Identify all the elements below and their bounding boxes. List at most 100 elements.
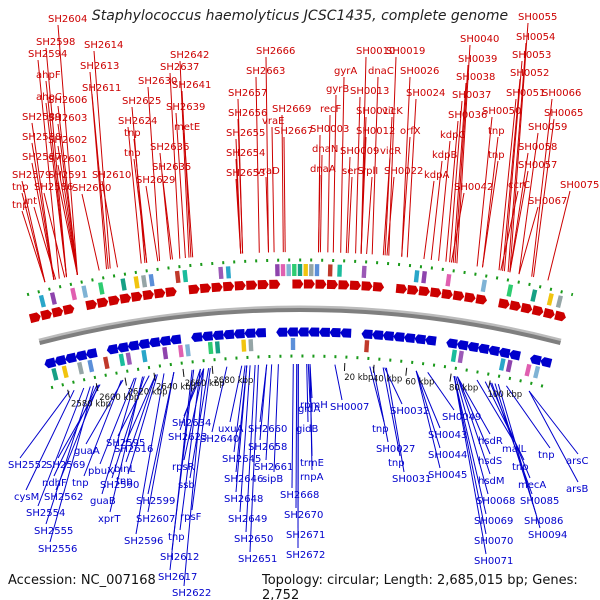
- gene-label-reverse: malL: [502, 444, 527, 455]
- cog-block-reverse: [457, 350, 464, 364]
- gene-leader-line-reverse: [191, 368, 211, 511]
- gene-label-forward: SH2657: [228, 88, 267, 99]
- gene-label-reverse: uxuA: [218, 424, 244, 435]
- gene-label-forward: SH2637: [160, 62, 199, 73]
- gene-leader-line-reverse: [19, 391, 70, 459]
- gene-label-reverse: SH2562: [44, 492, 83, 503]
- gene-label-forward: SH2635: [152, 162, 191, 173]
- gene-label-reverse: SH2556: [38, 544, 77, 555]
- gene-label-reverse: rnpA: [300, 472, 324, 483]
- gene-leader-line-forward: [271, 126, 275, 253]
- gene-label-forward: SH0019: [386, 46, 425, 57]
- gene-leader-line-forward: [57, 105, 78, 275]
- gene-leader-line-reverse: [45, 386, 91, 525]
- gene-label-reverse: SH2622: [172, 588, 211, 599]
- gene-label-forward: SH2610: [92, 170, 131, 181]
- gene-label-forward: int: [24, 196, 37, 207]
- cog-block-forward: [361, 265, 367, 279]
- gene-leader-line-reverse: [265, 364, 273, 461]
- gene-label-forward: ahpC: [36, 92, 62, 103]
- gene-label-reverse: SH2671: [286, 530, 325, 541]
- gene-label-forward: kdpB: [432, 150, 457, 161]
- gene-label-forward: SH0054: [516, 32, 555, 43]
- gene-leader-line-forward: [319, 154, 323, 253]
- reverse-gene-arrow: [488, 345, 500, 357]
- gene-label-reverse: SH2658: [248, 442, 287, 453]
- gene-leader-line-forward: [265, 56, 269, 253]
- gene-label-forward: SH0012: [356, 126, 395, 137]
- accession-label: Accession: NC_007168: [8, 573, 156, 588]
- gene-label-forward: SH2588: [22, 132, 61, 143]
- forward-gene-arrow: [338, 280, 350, 290]
- cog-block-forward: [182, 269, 189, 283]
- gene-label-forward: SH0059: [528, 122, 567, 133]
- forward-gene-arrow: [520, 302, 533, 314]
- gene-leader-line-forward: [438, 140, 451, 261]
- forward-gene-arrow: [542, 307, 555, 319]
- gene-label-reverse: SH2596: [124, 536, 163, 547]
- gene-leader-line-forward: [33, 206, 57, 280]
- scale-tick-label: 2620 kbp: [128, 387, 168, 397]
- gene-leader-line-forward: [347, 176, 353, 254]
- reverse-gene-arrow: [467, 341, 479, 353]
- gene-label-forward: SH2656: [228, 108, 267, 119]
- gene-label-forward: SH0051: [506, 88, 545, 99]
- gene-leader-line-forward: [430, 160, 443, 260]
- reverse-gene-arrow: [414, 334, 426, 345]
- gene-leader-line-reverse: [249, 364, 259, 553]
- gene-label-forward: SH2663: [246, 66, 285, 77]
- gene-leader-line-reverse: [49, 385, 95, 543]
- gene-label-reverse: SH2554: [26, 508, 65, 519]
- gene-leader-line-forward: [456, 44, 471, 264]
- gene-label-forward: SH2636: [150, 142, 189, 153]
- gene-label-forward: SH2611: [82, 83, 121, 94]
- forward-gene-arrow: [269, 279, 281, 289]
- gene-label-forward: rplI: [362, 166, 378, 177]
- reverse-gene-arrow: [340, 328, 352, 338]
- gene-leader-line-forward: [93, 50, 111, 269]
- gene-label-reverse: SH0045: [428, 470, 467, 481]
- reverse-gene-arrow: [477, 343, 490, 355]
- gene-label-reverse: SH0043: [428, 430, 467, 441]
- gene-label-reverse: SH2661: [254, 462, 293, 473]
- cog-block-forward: [81, 285, 89, 299]
- gene-label-forward: SH2653: [226, 168, 265, 179]
- gene-leader-line-reverse: [259, 364, 268, 441]
- gene-leader-line-forward: [332, 94, 337, 253]
- reverse-gene-arrow: [509, 349, 521, 361]
- gene-leader-line-forward: [423, 180, 435, 260]
- gene-label-forward: SH2602: [48, 135, 87, 146]
- scale-tick-label: 100 kbp: [488, 390, 523, 400]
- gene-label-forward: SH0055: [518, 12, 557, 23]
- forward-gene-arrow: [315, 279, 327, 289]
- forward-gene-arrow: [475, 294, 488, 305]
- gene-label-reverse: SH0031: [392, 474, 431, 485]
- gene-label-reverse: SH2555: [34, 526, 73, 537]
- scale-tick: [124, 377, 127, 386]
- scale-tick-label: 2640 kbp: [156, 383, 196, 393]
- gene-leader-line-reverse: [415, 370, 441, 449]
- gene-label-reverse: SH2649: [228, 514, 267, 525]
- cog-block-forward: [225, 266, 231, 279]
- gene-label-forward: SH0075: [560, 180, 599, 191]
- gene-label-forward: SH2601: [48, 154, 87, 165]
- gene-label-forward: SH2598: [36, 37, 75, 48]
- map-title: Staphylococcus haemolyticus JCSC1435, co…: [91, 8, 509, 24]
- gene-leader-line-reverse: [211, 366, 228, 433]
- gene-leader-line-reverse: [183, 368, 205, 417]
- reverse-gene-arrow: [329, 327, 341, 338]
- cog-block-reverse: [241, 339, 247, 352]
- cog-block-forward: [413, 270, 420, 283]
- gene-label-reverse: trmE: [300, 458, 324, 469]
- reverse-gene-arrow: [65, 352, 77, 364]
- scale-tick-label: 60 kbp: [405, 378, 434, 388]
- gene-label-forward: SH0010: [356, 46, 395, 57]
- gene-leader-line-reverse: [125, 374, 157, 463]
- gene-leader-line-forward: [531, 98, 553, 277]
- gene-leader-line-forward: [345, 156, 351, 254]
- gene-leader-line-forward: [509, 22, 529, 273]
- gene-label-reverse: ssb: [178, 480, 195, 491]
- reverse-gene-arrow: [75, 350, 88, 361]
- gene-leader-line-forward: [133, 158, 148, 263]
- gene-leader-line-forward: [127, 126, 142, 264]
